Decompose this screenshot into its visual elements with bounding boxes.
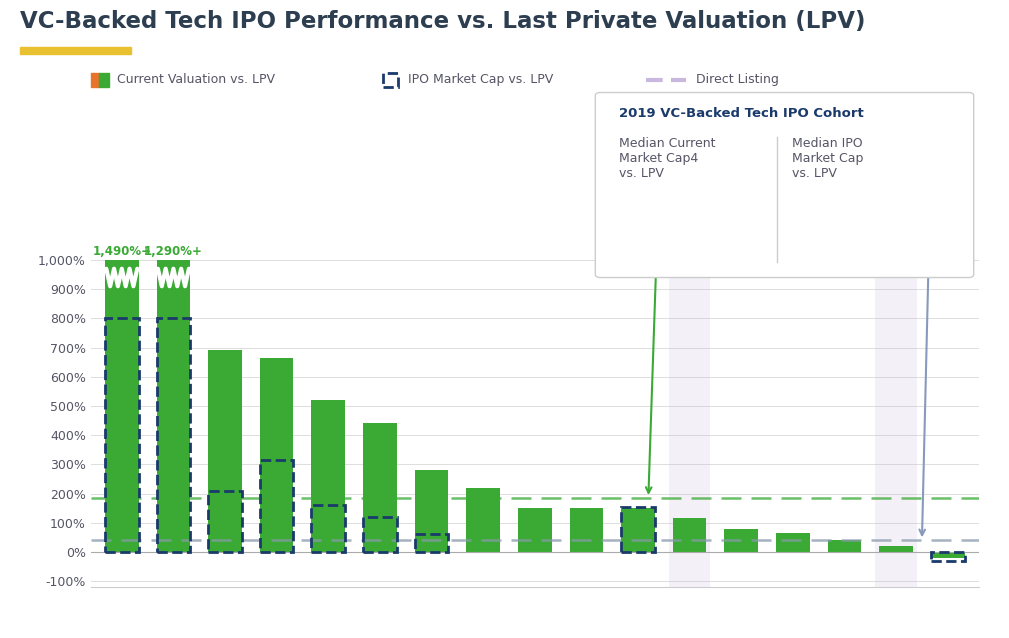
- Bar: [622, 507, 655, 552]
- Bar: [156, 318, 190, 552]
- Bar: [156, 260, 190, 552]
- Bar: [363, 424, 397, 552]
- Text: 2019 VC-Backed Tech IPO Cohort: 2019 VC-Backed Tech IPO Cohort: [619, 107, 864, 120]
- Text: Median Current
Market Cap4
vs. LPV: Median Current Market Cap4 vs. LPV: [619, 137, 715, 180]
- Bar: [931, 552, 965, 561]
- Text: 1,490%+: 1,490%+: [92, 244, 151, 258]
- Bar: [105, 260, 138, 552]
- Text: 1,290%+: 1,290%+: [144, 244, 203, 258]
- Text: Current Valuation vs. LPV: Current Valuation vs. LPV: [117, 73, 275, 86]
- Bar: [876, 242, 917, 587]
- Bar: [363, 517, 397, 552]
- Bar: [622, 508, 655, 552]
- Bar: [669, 242, 710, 587]
- Text: VC-Backed Tech IPO Performance vs. Last Private Valuation (LPV): VC-Backed Tech IPO Performance vs. Last …: [20, 10, 866, 33]
- Text: IPO Market Cap vs. LPV: IPO Market Cap vs. LPV: [408, 73, 553, 86]
- Text: Direct Listing: Direct Listing: [696, 73, 779, 86]
- Bar: [570, 508, 603, 552]
- Bar: [415, 535, 448, 552]
- Bar: [208, 491, 242, 552]
- Bar: [312, 505, 345, 552]
- Text: Median IPO
Market Cap
vs. LPV: Median IPO Market Cap vs. LPV: [792, 137, 864, 180]
- Bar: [673, 518, 706, 552]
- Bar: [208, 350, 242, 552]
- Bar: [880, 546, 913, 552]
- Bar: [415, 470, 448, 552]
- Bar: [260, 358, 294, 552]
- Bar: [827, 540, 862, 552]
- Bar: [931, 552, 965, 558]
- Bar: [466, 487, 499, 552]
- Bar: [724, 528, 758, 552]
- Bar: [776, 533, 809, 552]
- Bar: [518, 508, 552, 552]
- Bar: [105, 318, 138, 552]
- Bar: [260, 460, 294, 552]
- Bar: [312, 400, 345, 552]
